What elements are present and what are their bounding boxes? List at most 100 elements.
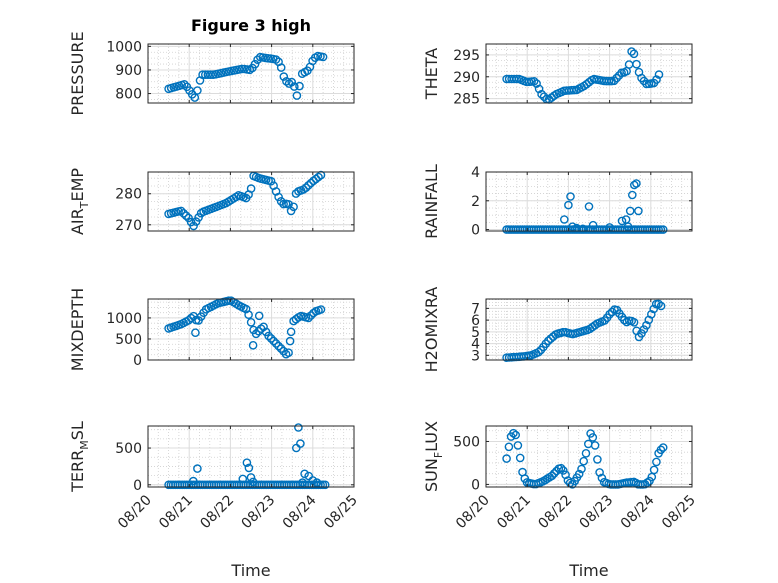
data-point (274, 192, 283, 202)
data-point (191, 328, 200, 338)
data-point (312, 478, 322, 487)
data-point (656, 301, 666, 311)
data-point (188, 476, 198, 486)
data-point (301, 183, 311, 192)
data-point (269, 336, 278, 346)
axes-box (485, 298, 693, 361)
data-point (191, 217, 201, 226)
data-point (237, 64, 247, 74)
y-tick-label: 290 (453, 70, 480, 86)
data-point (294, 423, 303, 432)
data-point (186, 313, 196, 323)
data-point (248, 340, 258, 350)
data-point (284, 348, 293, 358)
data-point (656, 445, 666, 455)
data-series (502, 179, 668, 234)
data-point (597, 473, 607, 483)
data-point (560, 215, 569, 224)
data-point (244, 463, 254, 473)
y-axis-label: SUNFLUX (422, 421, 445, 492)
data-point (292, 91, 302, 100)
y-tick-label: 0 (133, 353, 142, 369)
y-axis-label: RAINFALL (422, 164, 441, 239)
y-tick-label: 0 (471, 223, 480, 239)
data-point (643, 478, 652, 487)
y-tick-label: 1000 (106, 39, 142, 55)
data-series (164, 51, 328, 102)
subplot-1: 800 900 1000 PRESSURE (68, 31, 355, 116)
data-point (577, 464, 586, 474)
y-tick-label: 7 (471, 301, 480, 317)
data-point (579, 456, 589, 466)
data-point (658, 225, 668, 234)
y-tick-label: 500 (453, 434, 480, 450)
y-tick-label: 500 (115, 441, 142, 457)
data-point (242, 458, 252, 468)
data-point (546, 334, 556, 344)
data-point (238, 474, 248, 484)
data-point (276, 344, 286, 353)
y-tick-label: 1000 (106, 311, 142, 327)
data-point (652, 457, 661, 467)
subplot-3: 270 280 AIRTEMP (68, 168, 355, 235)
data-point (246, 317, 256, 327)
data-point (282, 77, 291, 86)
axes-box (147, 425, 355, 488)
data-point (529, 77, 539, 86)
data-point (649, 304, 659, 314)
y-tick-label: 5 (471, 325, 480, 341)
data-point (286, 327, 296, 337)
data-point (306, 178, 316, 188)
data-point (224, 296, 233, 306)
subplot-2: 285 290 295 THETA (422, 43, 693, 108)
data-point (289, 202, 298, 212)
data-point (181, 211, 191, 220)
data-point (559, 466, 568, 475)
data-point (248, 477, 258, 487)
data-point (511, 430, 521, 440)
data-point (289, 82, 299, 91)
data-point (264, 331, 273, 341)
data-point (279, 72, 289, 81)
y-tick-label: 900 (115, 63, 142, 79)
data-point (296, 439, 305, 448)
data-point (532, 79, 541, 88)
y-tick-label: 800 (115, 87, 142, 103)
data-point (320, 480, 330, 490)
data-point (547, 471, 557, 481)
figure-title: Figure 3 high (191, 16, 311, 35)
y-axis-label: H2OMIXRA (422, 287, 441, 373)
data-point (298, 478, 307, 487)
data-point (246, 184, 256, 193)
y-tick-label: 0 (471, 477, 480, 493)
data-point (274, 341, 283, 351)
data-point (512, 74, 521, 84)
data-point (304, 313, 313, 323)
data-point (534, 84, 544, 94)
data-point (566, 192, 575, 201)
data-point (632, 179, 641, 188)
data-point (193, 464, 202, 473)
data-point (179, 80, 189, 89)
data-point (306, 311, 316, 320)
data-point (652, 75, 661, 84)
data-series (164, 170, 326, 231)
axes-box (485, 425, 693, 488)
data-point (300, 469, 309, 479)
data-point (314, 172, 323, 182)
data-series (164, 423, 330, 490)
data-point (556, 463, 566, 473)
data-point (179, 208, 188, 218)
data-point (572, 223, 581, 233)
data-point (629, 317, 639, 327)
y-tick-label: 270 (115, 218, 142, 234)
data-point (502, 454, 511, 463)
axes-box (147, 298, 355, 361)
y-axis-label: THETA (422, 48, 441, 100)
data-point (250, 59, 260, 69)
data-series (164, 296, 326, 359)
x-axis-label: Time (230, 561, 270, 580)
data-point (244, 310, 253, 320)
